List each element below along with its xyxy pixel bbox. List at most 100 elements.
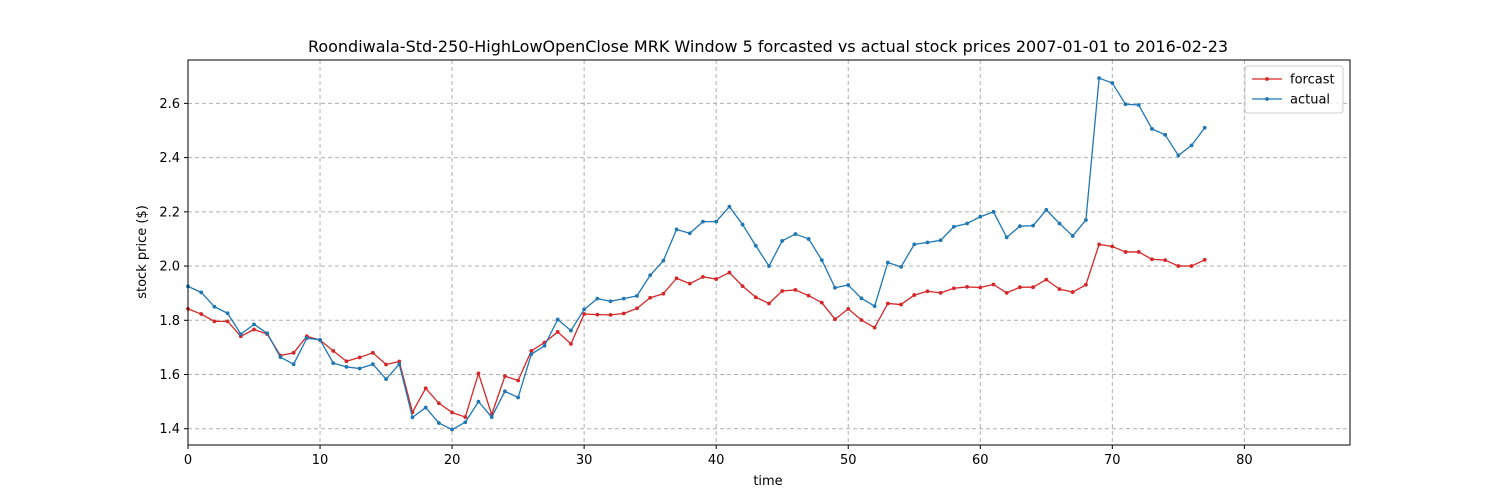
data-point-forcast [701,275,705,279]
data-point-actual [701,219,705,224]
data-point-actual [199,290,204,295]
data-point-actual [476,399,481,404]
data-point-actual [397,362,402,367]
data-point-actual [1070,234,1075,238]
data-point-actual [212,304,217,309]
data-point-actual [595,296,600,301]
data-point-forcast [661,291,666,296]
y-axis-label: stock price ($) [135,205,150,299]
data-point-actual [753,243,758,248]
data-point-actual [621,296,626,301]
data-point-actual [265,331,270,336]
data-point-forcast [872,325,877,330]
data-point-actual [516,395,521,400]
data-point-forcast [344,359,349,364]
data-point-actual [859,296,864,301]
x-tick-label: 60 [972,453,989,468]
data-point-forcast [1150,257,1154,262]
data-point-forcast [780,289,785,293]
data-point-forcast [463,415,468,419]
data-point-actual [423,405,428,410]
x-tick-label: 80 [1236,453,1253,468]
data-point-actual [489,415,494,419]
data-point-forcast [727,270,732,275]
data-point-actual [1110,81,1115,85]
data-point-actual [1097,76,1102,81]
data-point-forcast [476,371,481,376]
x-tick-label: 10 [312,453,329,468]
data-point-forcast [1189,264,1194,268]
data-point-actual [463,420,468,425]
data-point-actual [582,307,587,312]
data-point-actual [899,264,903,269]
series-line-forcast [187,243,1206,418]
data-point-forcast [252,327,256,332]
series-actual [186,76,1207,432]
data-point-actual [529,352,534,357]
legend-box [1244,65,1344,114]
data-point-forcast [608,312,613,317]
data-point-forcast [621,311,626,316]
data-point-forcast [674,276,679,281]
data-point-actual [344,365,349,369]
data-point-actual [1031,223,1035,228]
data-point-forcast [714,277,719,281]
data-point-actual [687,231,692,236]
legend-entries: forcast actual [1252,73,1335,108]
series-line-actual [187,77,1206,431]
data-point-actual [1044,208,1049,212]
data-point-actual [1123,102,1128,107]
data-point-actual [238,332,243,337]
data-point-forcast [1057,287,1062,292]
data-point-actual [503,389,507,394]
data-point-actual [278,355,283,360]
y-tick-label: 2.0 [159,260,180,275]
data-point-forcast [1031,285,1035,290]
data-point-forcast [582,312,587,316]
data-point-forcast [635,306,639,311]
data-point-actual [1017,224,1022,229]
y-tick-label: 2.6 [159,97,180,112]
x-tick-label: 0 [184,453,192,468]
data-point-actual [951,224,956,229]
data-point-forcast [212,319,217,324]
data-point-actual [1189,143,1194,148]
data-point-actual [252,322,256,327]
x-tick-label: 20 [444,453,461,468]
x-tick-label: 70 [1104,453,1121,468]
data-point-forcast [753,295,758,300]
data-point-forcast [1004,290,1009,295]
data-point-forcast [1044,277,1049,282]
data-point-actual [674,227,679,232]
grid [187,60,1350,445]
data-point-actual [714,219,719,224]
data-point-actual [661,258,666,263]
data-point-actual [331,361,336,366]
data-point-forcast [899,302,903,307]
data-point-actual [1176,153,1181,158]
data-point-actual [304,336,309,341]
data-point-forcast [370,350,375,355]
x-axis: 0 10 20 30 40 50 60 70 80 [184,445,1253,468]
data-point-forcast [793,288,798,292]
x-axis-label: time [753,474,782,489]
data-point-actual [555,317,560,322]
data-point-actual [780,238,785,243]
data-point-actual [318,337,322,342]
data-point-actual [872,304,877,309]
data-point-forcast [806,293,811,298]
series-forcast [186,242,1207,419]
data-point-forcast [1110,244,1115,249]
data-point-actual [357,366,362,371]
legend-label-forcast: forcast [1290,73,1335,88]
data-point-actual [938,238,943,243]
y-axis: 1.4 1.6 1.8 2.0 2.2 2.4 2.6 [159,97,188,437]
data-point-actual [542,343,547,348]
data-point-forcast [885,301,890,306]
data-point-forcast [516,378,521,383]
data-point-forcast [331,349,336,353]
plot-series [186,76,1207,432]
x-tick-label: 50 [840,453,857,468]
